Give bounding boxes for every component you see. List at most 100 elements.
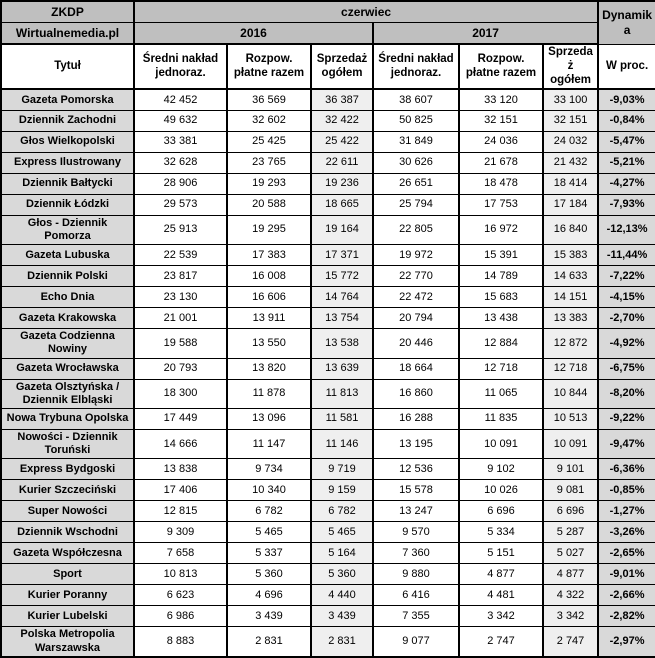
cell-2016-avg-print: 20 793 <box>133 357 228 380</box>
cell-2016-avg-print: 19 588 <box>133 328 228 359</box>
cell-2016-avg-print: 6 986 <box>133 605 228 628</box>
cell-2017-avg-print: 26 651 <box>372 172 460 195</box>
title-column-header: Tytuł <box>0 43 135 91</box>
cell-2017-paid-dist: 15 683 <box>458 286 544 309</box>
table-row: Kurier Szczeciński 17 406 10 340 9 159 15 57… <box>0 479 655 502</box>
cell-2017-total-sales: 10 844 <box>541 378 600 410</box>
row-title: Sport <box>0 563 135 586</box>
table-row: Gazeta Codzienna Nowiny 19 588 13 550 13 53… <box>0 328 655 359</box>
cell-2016-paid-dist: 9 734 <box>226 458 312 481</box>
table-row: Gazeta Krakowska 21 001 13 911 13 754 20 794… <box>0 307 655 330</box>
table-body: Gazeta Pomorska 42 452 36 569 36 387 38 607 3… <box>0 88 655 658</box>
table-row: Gazeta Wrocławska 20 793 13 820 13 639 18 66… <box>0 357 655 380</box>
cell-2016-total-sales: 5 164 <box>310 542 374 565</box>
cell-2016-avg-print: 6 623 <box>133 584 228 607</box>
cell-2017-paid-dist: 12 718 <box>458 357 544 380</box>
cell-2016-total-sales: 13 639 <box>310 357 374 380</box>
header-row-years: Wirtualnemedia.pl 2016 2017 <box>0 22 655 45</box>
cell-dynamics: -4,27% <box>597 172 655 195</box>
cell-2016-paid-dist: 32 602 <box>226 109 312 132</box>
cell-2016-avg-print: 33 381 <box>133 130 228 153</box>
cell-dynamics: -12,13% <box>597 214 655 246</box>
cell-2017-avg-print: 22 770 <box>372 265 460 288</box>
cell-2016-total-sales: 14 764 <box>310 286 374 309</box>
table-row: Gazeta Współczesna 7 658 5 337 5 164 7 360 5 … <box>0 542 655 565</box>
cell-2017-paid-dist: 13 438 <box>458 307 544 330</box>
cell-2016-paid-dist: 17 383 <box>226 244 312 267</box>
cell-2017-avg-print: 6 416 <box>372 584 460 607</box>
cell-dynamics: -1,27% <box>597 500 655 523</box>
cell-dynamics: -5,21% <box>597 151 655 174</box>
cell-2017-avg-print: 12 536 <box>372 458 460 481</box>
cell-2017-paid-dist: 9 102 <box>458 458 544 481</box>
cell-2016-paid-dist: 25 425 <box>226 130 312 153</box>
cell-dynamics: -0,85% <box>597 479 655 502</box>
header-row-top: ZKDP czerwiec Dynamika <box>0 0 655 45</box>
cell-2016-avg-print: 13 838 <box>133 458 228 481</box>
cell-2017-total-sales: 14 151 <box>541 286 600 309</box>
cell-2017-avg-print: 9 077 <box>372 626 460 658</box>
cell-2017-paid-dist: 11 065 <box>458 378 544 410</box>
cell-2017-paid-dist: 32 151 <box>458 109 544 132</box>
table-header: ZKDP czerwiec Dynamika Wirtualnemedia.pl… <box>0 0 655 91</box>
source-label: Wirtualnemedia.pl <box>0 22 135 45</box>
table-row: Sport 10 813 5 360 5 360 9 880 4 877 4 877 -9,0… <box>0 563 655 586</box>
table-row: Express Ilustrowany 32 628 23 765 22 611 30 … <box>0 151 655 174</box>
cell-2017-avg-print: 7 360 <box>372 542 460 565</box>
cell-dynamics: -4,92% <box>597 328 655 359</box>
cell-2017-avg-print: 15 578 <box>372 479 460 502</box>
cell-2016-paid-dist: 11 878 <box>226 378 312 410</box>
cell-2016-paid-dist: 5 465 <box>226 521 312 544</box>
cell-2016-total-sales: 13 538 <box>310 328 374 359</box>
cell-2016-total-sales: 9 159 <box>310 479 374 502</box>
cell-2016-paid-dist: 16 008 <box>226 265 312 288</box>
cell-2017-total-sales: 2 747 <box>541 626 600 658</box>
column-header-total-sales-2017: Sprzedaż ogółem <box>541 43 600 91</box>
cell-2016-paid-dist: 5 337 <box>226 542 312 565</box>
table-row: Kurier Lubelski 6 986 3 439 3 439 7 355 3 342… <box>0 605 655 628</box>
cell-2017-total-sales: 32 151 <box>541 109 600 132</box>
cell-2017-total-sales: 17 184 <box>541 193 600 216</box>
org-label: ZKDP <box>0 0 135 23</box>
cell-2016-avg-print: 28 906 <box>133 172 228 195</box>
row-title: Gazeta Współczesna <box>0 542 135 565</box>
row-title: Nowości - Dziennik Toruński <box>0 429 135 460</box>
cell-2017-total-sales: 9 081 <box>541 479 600 502</box>
cell-2016-avg-print: 17 406 <box>133 479 228 502</box>
cell-dynamics: -6,75% <box>597 357 655 380</box>
table-row: Dziennik Zachodni 49 632 32 602 32 422 50 82… <box>0 109 655 132</box>
table-row: Dziennik Łódzki 29 573 20 588 18 665 25 794 1… <box>0 193 655 216</box>
cell-dynamics: -5,47% <box>597 130 655 153</box>
cell-dynamics: -8,20% <box>597 378 655 410</box>
month-label: czerwiec <box>132 0 600 23</box>
cell-2016-total-sales: 32 422 <box>310 109 374 132</box>
cell-2017-paid-dist: 12 884 <box>458 328 544 359</box>
cell-2017-avg-print: 50 825 <box>372 109 460 132</box>
cell-dynamics: -7,22% <box>597 265 655 288</box>
cell-2017-avg-print: 9 570 <box>372 521 460 544</box>
cell-2016-avg-print: 21 001 <box>133 307 228 330</box>
cell-dynamics: -2,65% <box>597 542 655 565</box>
cell-dynamics: -6,36% <box>597 458 655 481</box>
cell-2017-paid-dist: 15 391 <box>458 244 544 267</box>
table-row: Dziennik Polski 23 817 16 008 15 772 22 770 1… <box>0 265 655 288</box>
row-title: Gazeta Krakowska <box>0 307 135 330</box>
cell-dynamics: -9,22% <box>597 408 655 431</box>
cell-2016-paid-dist: 5 360 <box>226 563 312 586</box>
header-row-columns: Tytuł Średni nakład jednoraz. Rozpow. pł… <box>0 43 655 91</box>
cell-2016-avg-print: 22 539 <box>133 244 228 267</box>
table-row: Dziennik Wschodni 9 309 5 465 5 465 9 570 5 3… <box>0 521 655 544</box>
row-title: Gazeta Pomorska <box>0 88 135 111</box>
column-header-total-sales-2016: Sprzedaż ogółem <box>310 43 374 91</box>
table-row: Dziennik Bałtycki 28 906 19 293 19 236 26 65… <box>0 172 655 195</box>
column-header-avg-print-2016: Średni nakład jednoraz. <box>133 43 228 91</box>
cell-2016-total-sales: 6 782 <box>310 500 374 523</box>
cell-2017-paid-dist: 10 026 <box>458 479 544 502</box>
cell-2017-avg-print: 18 664 <box>372 357 460 380</box>
year-2016-label: 2016 <box>133 22 374 45</box>
row-title: Kurier Lubelski <box>0 605 135 628</box>
cell-2017-total-sales: 18 414 <box>541 172 600 195</box>
table-row: Nowości - Dziennik Toruński 14 666 11 147 1… <box>0 429 655 460</box>
cell-2016-paid-dist: 6 782 <box>226 500 312 523</box>
cell-2017-total-sales: 16 840 <box>541 214 600 246</box>
